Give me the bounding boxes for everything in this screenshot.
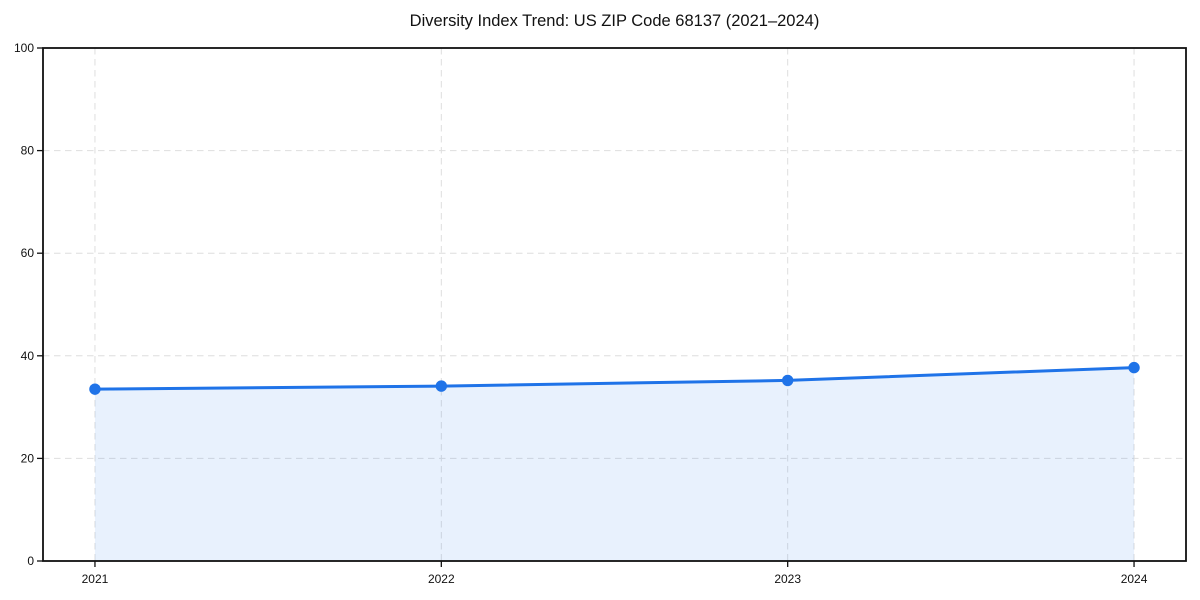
- area-fill: [94, 367, 1135, 561]
- data-point-2022: [435, 380, 448, 392]
- y-tick-label-80: 80: [21, 144, 35, 158]
- y-tick-label-100: 100: [14, 41, 34, 55]
- x-tick-label-2023: 2023: [774, 572, 801, 586]
- x-tick-label-2024: 2024: [1121, 572, 1148, 586]
- data-point-2024: [1128, 361, 1140, 374]
- x-tick-label-2021: 2021: [82, 572, 109, 586]
- y-tick-label-40: 40: [21, 349, 35, 363]
- x-tick-label-2022: 2022: [428, 572, 455, 586]
- chart-title: Diversity Index Trend: US ZIP Code 68137…: [409, 12, 820, 30]
- plot-border: [42, 47, 1187, 562]
- y-tick-label-60: 60: [21, 246, 35, 260]
- data-point-2021: [89, 383, 101, 395]
- y-tick-label-0: 0: [27, 554, 34, 568]
- trend-line: [93, 366, 1136, 391]
- axis-ticks: 2021 2022 2023 2024 0 20 40 60 80 100: [14, 41, 1148, 586]
- data-point-2023: [781, 374, 794, 387]
- data-points: [89, 361, 1140, 395]
- y-tick-label-20: 20: [21, 451, 35, 465]
